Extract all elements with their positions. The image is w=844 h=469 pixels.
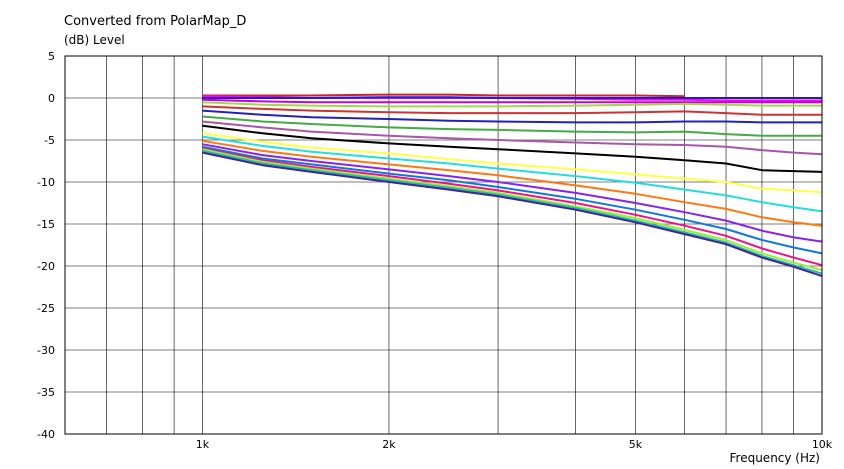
y-tick-label: -25 [37,302,55,315]
y-tick-labels: 5 0 -5 -10 -15 -20 -25 -30 -35 -40 [37,50,55,441]
series-line-13 [202,139,823,227]
series-line-11 [202,132,823,194]
y-tick-label: 0 [48,92,55,105]
series-line-7 [202,109,822,124]
series-line-15 [202,145,823,255]
y-tick-label: 5 [48,50,55,63]
y-tick-label: -5 [44,134,55,147]
series-line-10 [202,124,823,173]
series-line-17 [202,148,823,272]
series-line-16 [202,147,823,267]
y-tick-label: -35 [37,386,55,399]
y-axis-label: (dB) Level [64,33,125,47]
series-line-6 [202,105,822,116]
series-line-3 [202,96,822,99]
x-tick-label: 5k [629,438,643,451]
series-line-18 [202,149,823,275]
plot-frame [64,55,823,435]
series-line-12 [202,135,823,213]
chart-title: Converted from PolarMap_D [64,14,246,29]
y-tick-label: -15 [37,218,55,231]
series-line-14 [202,143,823,243]
series-line-5 [202,101,822,108]
x-tick-label: 2k [382,438,396,451]
y-tick-label: -30 [37,344,55,357]
x-tick-labels: 1k 2k 5k 10k [196,438,833,451]
series-line-8 [202,115,822,137]
y-tick-label: -20 [37,260,55,273]
x-tick-label: 1k [196,438,210,451]
series-line-1 [202,93,685,98]
x-axis-label: Frequency (Hz) [730,451,821,465]
x-tick-label: 10k [812,438,833,451]
y-tick-label: -10 [37,176,55,189]
series-line-4 [202,98,822,104]
series-line-9 [202,120,823,156]
series-group [202,93,823,278]
series-line-19 [202,151,823,278]
y-tick-label: -40 [37,428,55,441]
